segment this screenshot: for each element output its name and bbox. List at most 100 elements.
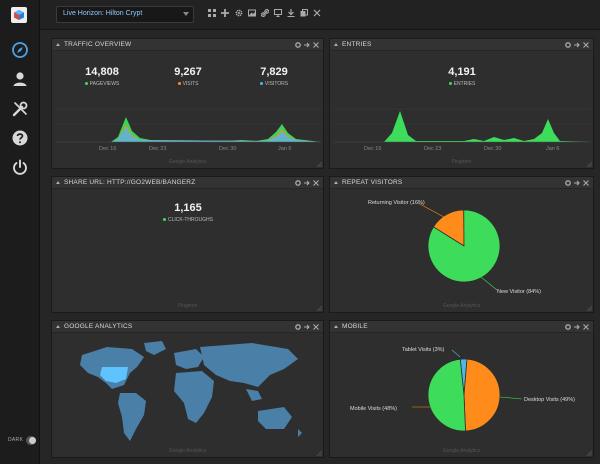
europe-region[interactable] xyxy=(174,349,204,369)
arrow-right-icon[interactable] xyxy=(304,180,310,186)
chevron-down-icon xyxy=(183,12,189,16)
user-icon[interactable] xyxy=(11,70,29,88)
dashboard-select[interactable]: Live Horizon: Hilton Crypt xyxy=(56,6,194,23)
gear-icon[interactable] xyxy=(235,9,243,17)
resize-handle-icon[interactable] xyxy=(317,451,322,456)
close-icon[interactable] xyxy=(313,42,319,48)
pie-label-tablet: Tablet Visits (3%) xyxy=(402,347,445,353)
monitor-icon[interactable] xyxy=(274,9,282,17)
stat-label: CLICK-THROUGHS xyxy=(167,217,213,223)
resize-handle-icon[interactable] xyxy=(317,306,322,311)
stat-value: 7,829 xyxy=(260,66,288,78)
settings-icon[interactable] xyxy=(295,324,301,330)
resize-handle-icon[interactable] xyxy=(587,162,592,167)
tools-icon[interactable] xyxy=(11,100,29,118)
pie-slice-desktop[interactable] xyxy=(427,358,466,432)
widget-header[interactable]: REPEAT VISITORS xyxy=(330,177,593,189)
widget-title: SHARE URL: HTTP://GO2WEB/BANGERZ xyxy=(64,179,196,186)
widget-title: ENTRIES xyxy=(342,41,372,48)
collapse-icon[interactable] xyxy=(56,43,60,46)
entries-widget: ENTRIES 4,191 ENTRIES Dec 16 Dec 23 Dec … xyxy=(329,38,594,169)
dark-mode-switch[interactable] xyxy=(26,436,36,445)
resize-handle-icon[interactable] xyxy=(587,306,592,311)
pie-slice-mobile[interactable] xyxy=(463,358,501,432)
stat-value: 14,808 xyxy=(85,66,119,78)
south-america-region[interactable] xyxy=(118,393,146,441)
asia-region[interactable] xyxy=(200,343,298,387)
southeast-asia-region[interactable] xyxy=(246,389,262,401)
pie-label-new: New Visitor (84%) xyxy=(497,289,541,295)
entries-area-chart: Dec 16 Dec 23 Dec 30 Jan 6 xyxy=(334,108,591,152)
arrow-right-icon[interactable] xyxy=(574,180,580,186)
dark-mode-toggle[interactable]: DARK xyxy=(4,436,36,446)
settings-icon[interactable] xyxy=(295,42,301,48)
link-icon[interactable] xyxy=(261,9,269,17)
arrow-right-icon[interactable] xyxy=(304,324,310,330)
repeat-visitors-widget: REPEAT VISITORS Returning Visitor (16%) … xyxy=(329,176,594,313)
arrow-right-icon[interactable] xyxy=(574,324,580,330)
stat-label: VISITS xyxy=(182,81,199,87)
compass-icon[interactable] xyxy=(11,41,29,59)
dark-mode-label: DARK xyxy=(8,437,24,443)
widget-title: REPEAT VISITORS xyxy=(342,179,403,186)
app-logo-icon[interactable] xyxy=(10,6,28,24)
share-url-widget: SHARE URL: HTTP://GO2WEB/BANGERZ 1,165 C… xyxy=(51,176,324,313)
close-icon[interactable] xyxy=(583,324,589,330)
collapse-icon[interactable] xyxy=(334,181,338,184)
africa-region[interactable] xyxy=(174,371,214,423)
legend-dot xyxy=(162,218,166,222)
arrow-right-icon[interactable] xyxy=(304,42,310,48)
x-tick-label: Jan 6 xyxy=(546,146,559,152)
top-bar: Live Horizon: Hilton Crypt xyxy=(40,0,600,30)
widget-title: GOOGLE ANALYTICS xyxy=(64,323,133,330)
close-icon[interactable] xyxy=(583,42,589,48)
stat-pageviews: 14,808 PAGEVIEWS xyxy=(70,66,134,87)
google-analytics-map-widget: GOOGLE ANALYTICS Google Analytics xyxy=(51,320,324,458)
arrow-right-icon[interactable] xyxy=(574,42,580,48)
close-icon[interactable] xyxy=(313,324,319,330)
help-icon[interactable] xyxy=(11,129,29,147)
settings-icon[interactable] xyxy=(295,180,301,186)
repeat-visitors-pie-chart: Returning Visitor (16%) New Visitor (84%… xyxy=(368,200,541,295)
mobile-pie-chart: Tablet Visits (3%) Mobile Visits (48%) D… xyxy=(350,347,575,432)
close-icon[interactable] xyxy=(313,180,319,186)
widget-header[interactable]: TRAFFIC OVERVIEW xyxy=(52,39,323,51)
widget-header[interactable]: SHARE URL: HTTP://GO2WEB/BANGERZ xyxy=(52,177,323,189)
plus-icon[interactable] xyxy=(221,9,229,17)
widget-header[interactable]: GOOGLE ANALYTICS xyxy=(52,321,323,333)
new-zealand-region[interactable] xyxy=(298,429,302,437)
close-icon[interactable] xyxy=(313,9,321,17)
stat-value: 4,191 xyxy=(448,66,476,78)
collapse-icon[interactable] xyxy=(56,325,60,328)
resize-handle-icon[interactable] xyxy=(317,162,322,167)
settings-icon[interactable] xyxy=(565,180,571,186)
widget-title: MOBILE xyxy=(342,323,368,330)
australia-region[interactable] xyxy=(258,407,292,429)
collapse-icon[interactable] xyxy=(334,325,338,328)
download-icon[interactable] xyxy=(287,9,295,17)
stat-visitors: 7,829 VISITORS xyxy=(242,66,306,87)
settings-icon[interactable] xyxy=(565,42,571,48)
united-states-region[interactable] xyxy=(100,367,128,383)
traffic-overview-widget: TRAFFIC OVERVIEW 14,808 PAGEVIEWS 9,267 … xyxy=(51,38,324,169)
image-icon[interactable] xyxy=(248,9,256,17)
grid-icon[interactable] xyxy=(208,9,216,17)
x-tick-label: Dec 30 xyxy=(484,146,501,152)
close-icon[interactable] xyxy=(583,180,589,186)
collapse-icon[interactable] xyxy=(56,181,60,184)
widget-source: Pingdom xyxy=(177,303,198,309)
power-icon[interactable] xyxy=(11,158,29,176)
stat-visits: 9,267 VISITS xyxy=(156,66,220,87)
widget-header[interactable]: MOBILE xyxy=(330,321,593,333)
traffic-area-chart: Dec 16 Dec 23 Dec 30 Jan 6 xyxy=(56,108,321,152)
stat-label: VISITORS xyxy=(264,81,289,87)
greenland-region[interactable] xyxy=(144,341,166,355)
resize-handle-icon[interactable] xyxy=(587,451,592,456)
widget-header[interactable]: ENTRIES xyxy=(330,39,593,51)
copy-icon[interactable] xyxy=(300,9,308,17)
entries-area xyxy=(334,111,591,142)
widget-source: Google Analytics xyxy=(168,448,207,454)
x-tick-label: Dec 30 xyxy=(219,146,236,152)
collapse-icon[interactable] xyxy=(334,43,338,46)
settings-icon[interactable] xyxy=(565,324,571,330)
